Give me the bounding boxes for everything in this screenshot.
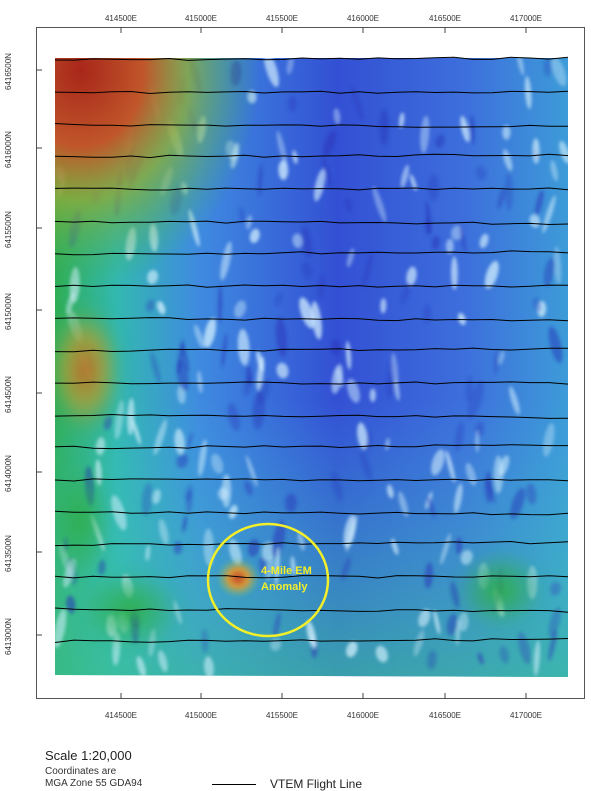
flight-line — [54, 187, 569, 191]
flight-line — [54, 90, 569, 95]
em-grid-image — [55, 58, 568, 677]
y-tick-label: 6414500N — [4, 376, 13, 413]
flight-line — [54, 153, 569, 159]
flight-line — [54, 220, 569, 226]
y-tick-label: 6414000N — [4, 455, 13, 492]
anomaly-label-1: 4-Mile EM — [261, 565, 312, 577]
y-tick-label: 6416500N — [4, 53, 13, 90]
flight-line — [54, 575, 569, 579]
x-tick-label: 415500E — [265, 711, 299, 720]
flight-lines — [54, 56, 569, 643]
x-tick-label: 415000E — [184, 14, 218, 23]
y-tick-label: 6415000N — [4, 293, 13, 330]
y-tick-label: 6413500N — [4, 535, 13, 572]
x-tick-label: 417000E — [509, 14, 543, 23]
coordinate-note-line2: MGA Zone 55 GDA94 — [45, 778, 143, 789]
flight-line — [54, 510, 569, 516]
flight-line — [54, 607, 569, 613]
flight-line-legend-symbol — [212, 784, 256, 785]
flight-line — [54, 347, 568, 353]
x-tick-label: 414500E — [104, 14, 138, 23]
flight-line — [54, 638, 569, 643]
x-tick-label: 416000E — [346, 711, 380, 720]
flight-line-legend-label: VTEM Flight Line — [270, 777, 363, 791]
x-tick-label: 414500E — [104, 711, 138, 720]
x-tick-label: 416000E — [346, 14, 380, 23]
anomaly-label-2: Anomaly — [261, 581, 308, 593]
flight-line — [54, 317, 569, 322]
x-tick-label: 416500E — [428, 711, 462, 720]
flight-line — [54, 413, 569, 419]
flight-line — [54, 478, 569, 482]
flight-line — [54, 250, 569, 256]
flight-line — [54, 56, 569, 61]
anomaly-circle — [206, 522, 330, 638]
flight-line — [54, 444, 568, 450]
flight-line — [54, 540, 569, 547]
anomaly-hotspot — [216, 558, 260, 598]
x-tick-label: 415000E — [184, 711, 218, 720]
y-tick-label: 6413000N — [4, 618, 13, 655]
flight-line — [54, 284, 569, 288]
x-tick-label: 415500E — [265, 14, 299, 23]
map-frame — [36, 27, 585, 699]
scale-text: Scale 1:20,000 — [45, 748, 132, 763]
x-tick-label: 416500E — [428, 14, 462, 23]
flight-line — [54, 123, 569, 128]
flight-line — [54, 381, 569, 385]
y-tick-label: 6415500N — [4, 211, 13, 248]
x-tick-label: 417000E — [509, 711, 543, 720]
coordinate-note-line1: Coordinates are — [45, 766, 117, 777]
y-tick-label: 6416000N — [4, 131, 13, 168]
